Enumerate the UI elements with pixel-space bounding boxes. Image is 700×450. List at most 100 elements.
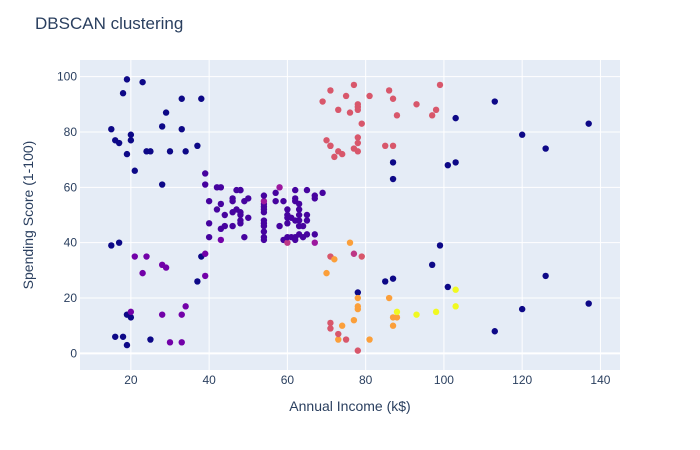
data-point bbox=[139, 78, 146, 86]
data-point bbox=[158, 181, 166, 188]
data-point bbox=[182, 148, 189, 155]
data-point bbox=[276, 222, 283, 230]
data-point bbox=[272, 189, 279, 197]
x-axis-ticks: 20 40 60 80 100 120 140 bbox=[124, 373, 611, 387]
data-point bbox=[354, 103, 362, 111]
data-point bbox=[123, 341, 131, 349]
data-point bbox=[335, 330, 342, 338]
data-point bbox=[182, 303, 189, 310]
data-point bbox=[260, 228, 268, 235]
data-point bbox=[385, 87, 393, 94]
data-point bbox=[241, 233, 248, 241]
data-point bbox=[323, 269, 330, 277]
data-point bbox=[221, 222, 228, 230]
data-point bbox=[311, 239, 318, 246]
data-point bbox=[327, 319, 334, 327]
data-point bbox=[299, 222, 307, 230]
data-point bbox=[272, 197, 279, 205]
data-point bbox=[127, 314, 135, 321]
data-point bbox=[323, 137, 330, 144]
data-point bbox=[237, 220, 244, 227]
data-point bbox=[303, 211, 311, 219]
data-point bbox=[202, 250, 209, 257]
data-point bbox=[432, 106, 440, 114]
data-point bbox=[162, 109, 170, 116]
data-point bbox=[389, 175, 397, 183]
data-point bbox=[158, 311, 166, 318]
data-point bbox=[389, 95, 397, 102]
data-point bbox=[260, 209, 268, 216]
data-point bbox=[245, 214, 252, 221]
data-point bbox=[295, 211, 303, 219]
data-point bbox=[452, 303, 459, 310]
data-point bbox=[284, 206, 291, 213]
data-point bbox=[346, 239, 354, 246]
data-point bbox=[108, 125, 115, 133]
data-point bbox=[319, 189, 326, 197]
data-points bbox=[108, 76, 592, 354]
data-point bbox=[292, 186, 299, 194]
data-point bbox=[354, 347, 362, 354]
data-point bbox=[205, 233, 213, 241]
data-point bbox=[382, 278, 389, 285]
data-point bbox=[327, 87, 334, 94]
data-point bbox=[237, 211, 244, 219]
data-point bbox=[115, 239, 123, 246]
data-point bbox=[338, 322, 346, 329]
data-point bbox=[327, 325, 334, 332]
x-tick-label: 120 bbox=[512, 373, 532, 387]
data-point bbox=[452, 114, 459, 122]
data-point bbox=[385, 294, 393, 302]
data-point bbox=[491, 98, 498, 105]
data-point bbox=[229, 197, 236, 205]
data-point bbox=[139, 269, 146, 277]
data-point bbox=[342, 336, 350, 343]
data-point bbox=[221, 211, 228, 219]
data-point bbox=[303, 217, 311, 224]
data-point bbox=[280, 197, 287, 205]
data-point bbox=[245, 195, 252, 202]
data-point bbox=[131, 167, 138, 174]
data-point bbox=[108, 242, 115, 249]
data-point bbox=[127, 131, 135, 138]
data-point bbox=[123, 150, 131, 158]
data-point bbox=[202, 272, 209, 280]
data-point bbox=[284, 239, 291, 246]
data-point bbox=[178, 311, 185, 318]
data-point bbox=[542, 145, 549, 152]
data-point bbox=[311, 195, 318, 202]
data-point bbox=[393, 314, 401, 321]
data-point bbox=[354, 289, 362, 296]
y-tick-label: 80 bbox=[64, 125, 78, 139]
data-point bbox=[166, 339, 174, 346]
data-point bbox=[319, 98, 326, 105]
data-point bbox=[444, 283, 452, 291]
data-point bbox=[452, 159, 459, 166]
data-point bbox=[428, 261, 436, 269]
data-point bbox=[354, 139, 362, 147]
y-axis-title: Spending Score (1-100) bbox=[20, 141, 36, 290]
data-point bbox=[311, 231, 318, 238]
data-point bbox=[389, 159, 397, 166]
data-point bbox=[350, 316, 358, 324]
data-point bbox=[354, 305, 362, 313]
data-point bbox=[346, 109, 354, 116]
data-point bbox=[542, 272, 549, 280]
y-tick-label: 20 bbox=[64, 291, 78, 305]
data-point bbox=[338, 150, 346, 158]
data-point bbox=[162, 264, 170, 271]
x-tick-label: 100 bbox=[434, 373, 454, 387]
data-point bbox=[260, 192, 268, 199]
y-tick-label: 60 bbox=[64, 180, 78, 194]
data-point bbox=[331, 256, 338, 263]
data-point bbox=[393, 308, 401, 316]
data-point bbox=[213, 206, 221, 213]
data-point bbox=[166, 148, 174, 155]
data-point bbox=[178, 125, 185, 133]
y-tick-label: 40 bbox=[64, 236, 78, 250]
x-tick-label: 140 bbox=[590, 373, 610, 387]
data-point bbox=[194, 142, 201, 150]
data-point bbox=[178, 95, 185, 102]
data-point bbox=[452, 286, 459, 293]
data-point bbox=[354, 148, 362, 155]
